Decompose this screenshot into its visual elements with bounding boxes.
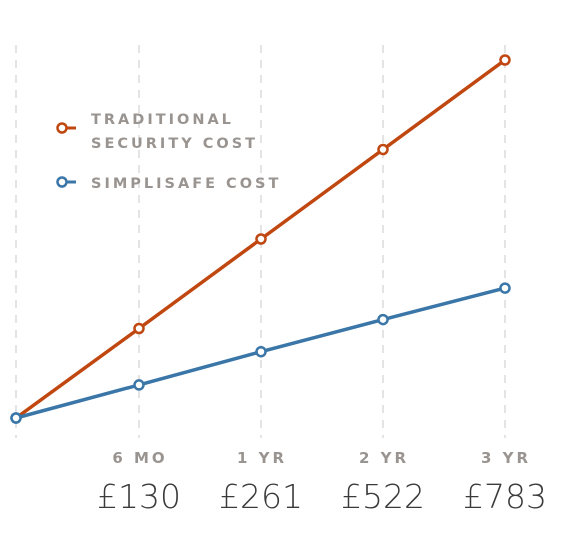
x-tick-label-1: 6 MO: [112, 449, 167, 467]
price-label-0: £130: [97, 477, 181, 516]
series-1-point-2: [255, 345, 267, 358]
series-0-point-3: [377, 143, 389, 156]
legend-label-0-1: SECURITY COST: [91, 136, 258, 152]
legend-label-0-0: TRADITIONAL: [91, 112, 234, 128]
x-axis-labels: 6 MO 1 YR 2 YR 3 YR: [112, 449, 531, 467]
price-label-3: £783: [463, 477, 547, 516]
price-label-1: £261: [219, 477, 303, 516]
legend-swatch-marker-0: [56, 122, 68, 134]
price-labels: £130 £261 £522 £783: [97, 477, 547, 516]
price-label-2: £522: [341, 477, 425, 516]
legend-label-1-0: SIMPLISAFE COST: [91, 176, 281, 192]
x-tick-label-3: 2 YR: [359, 449, 409, 467]
series-0-point-1: [133, 322, 145, 335]
legend: TRADITIONAL SECURITY COST SIMPLISAFE COST: [56, 112, 281, 192]
series-1-point-1: [133, 379, 145, 391]
series-layer: [10, 54, 511, 424]
series-0-point-2: [255, 233, 267, 245]
x-tick-label-2: 1 YR: [237, 449, 287, 467]
series-1-point-4: [499, 282, 511, 294]
legend-swatch-marker-1: [56, 176, 68, 188]
series-1-point-0: [10, 412, 22, 424]
x-tick-label-4: 3 YR: [481, 449, 531, 467]
series-0-point-4: [499, 54, 511, 66]
series-1-point-3: [377, 313, 389, 326]
